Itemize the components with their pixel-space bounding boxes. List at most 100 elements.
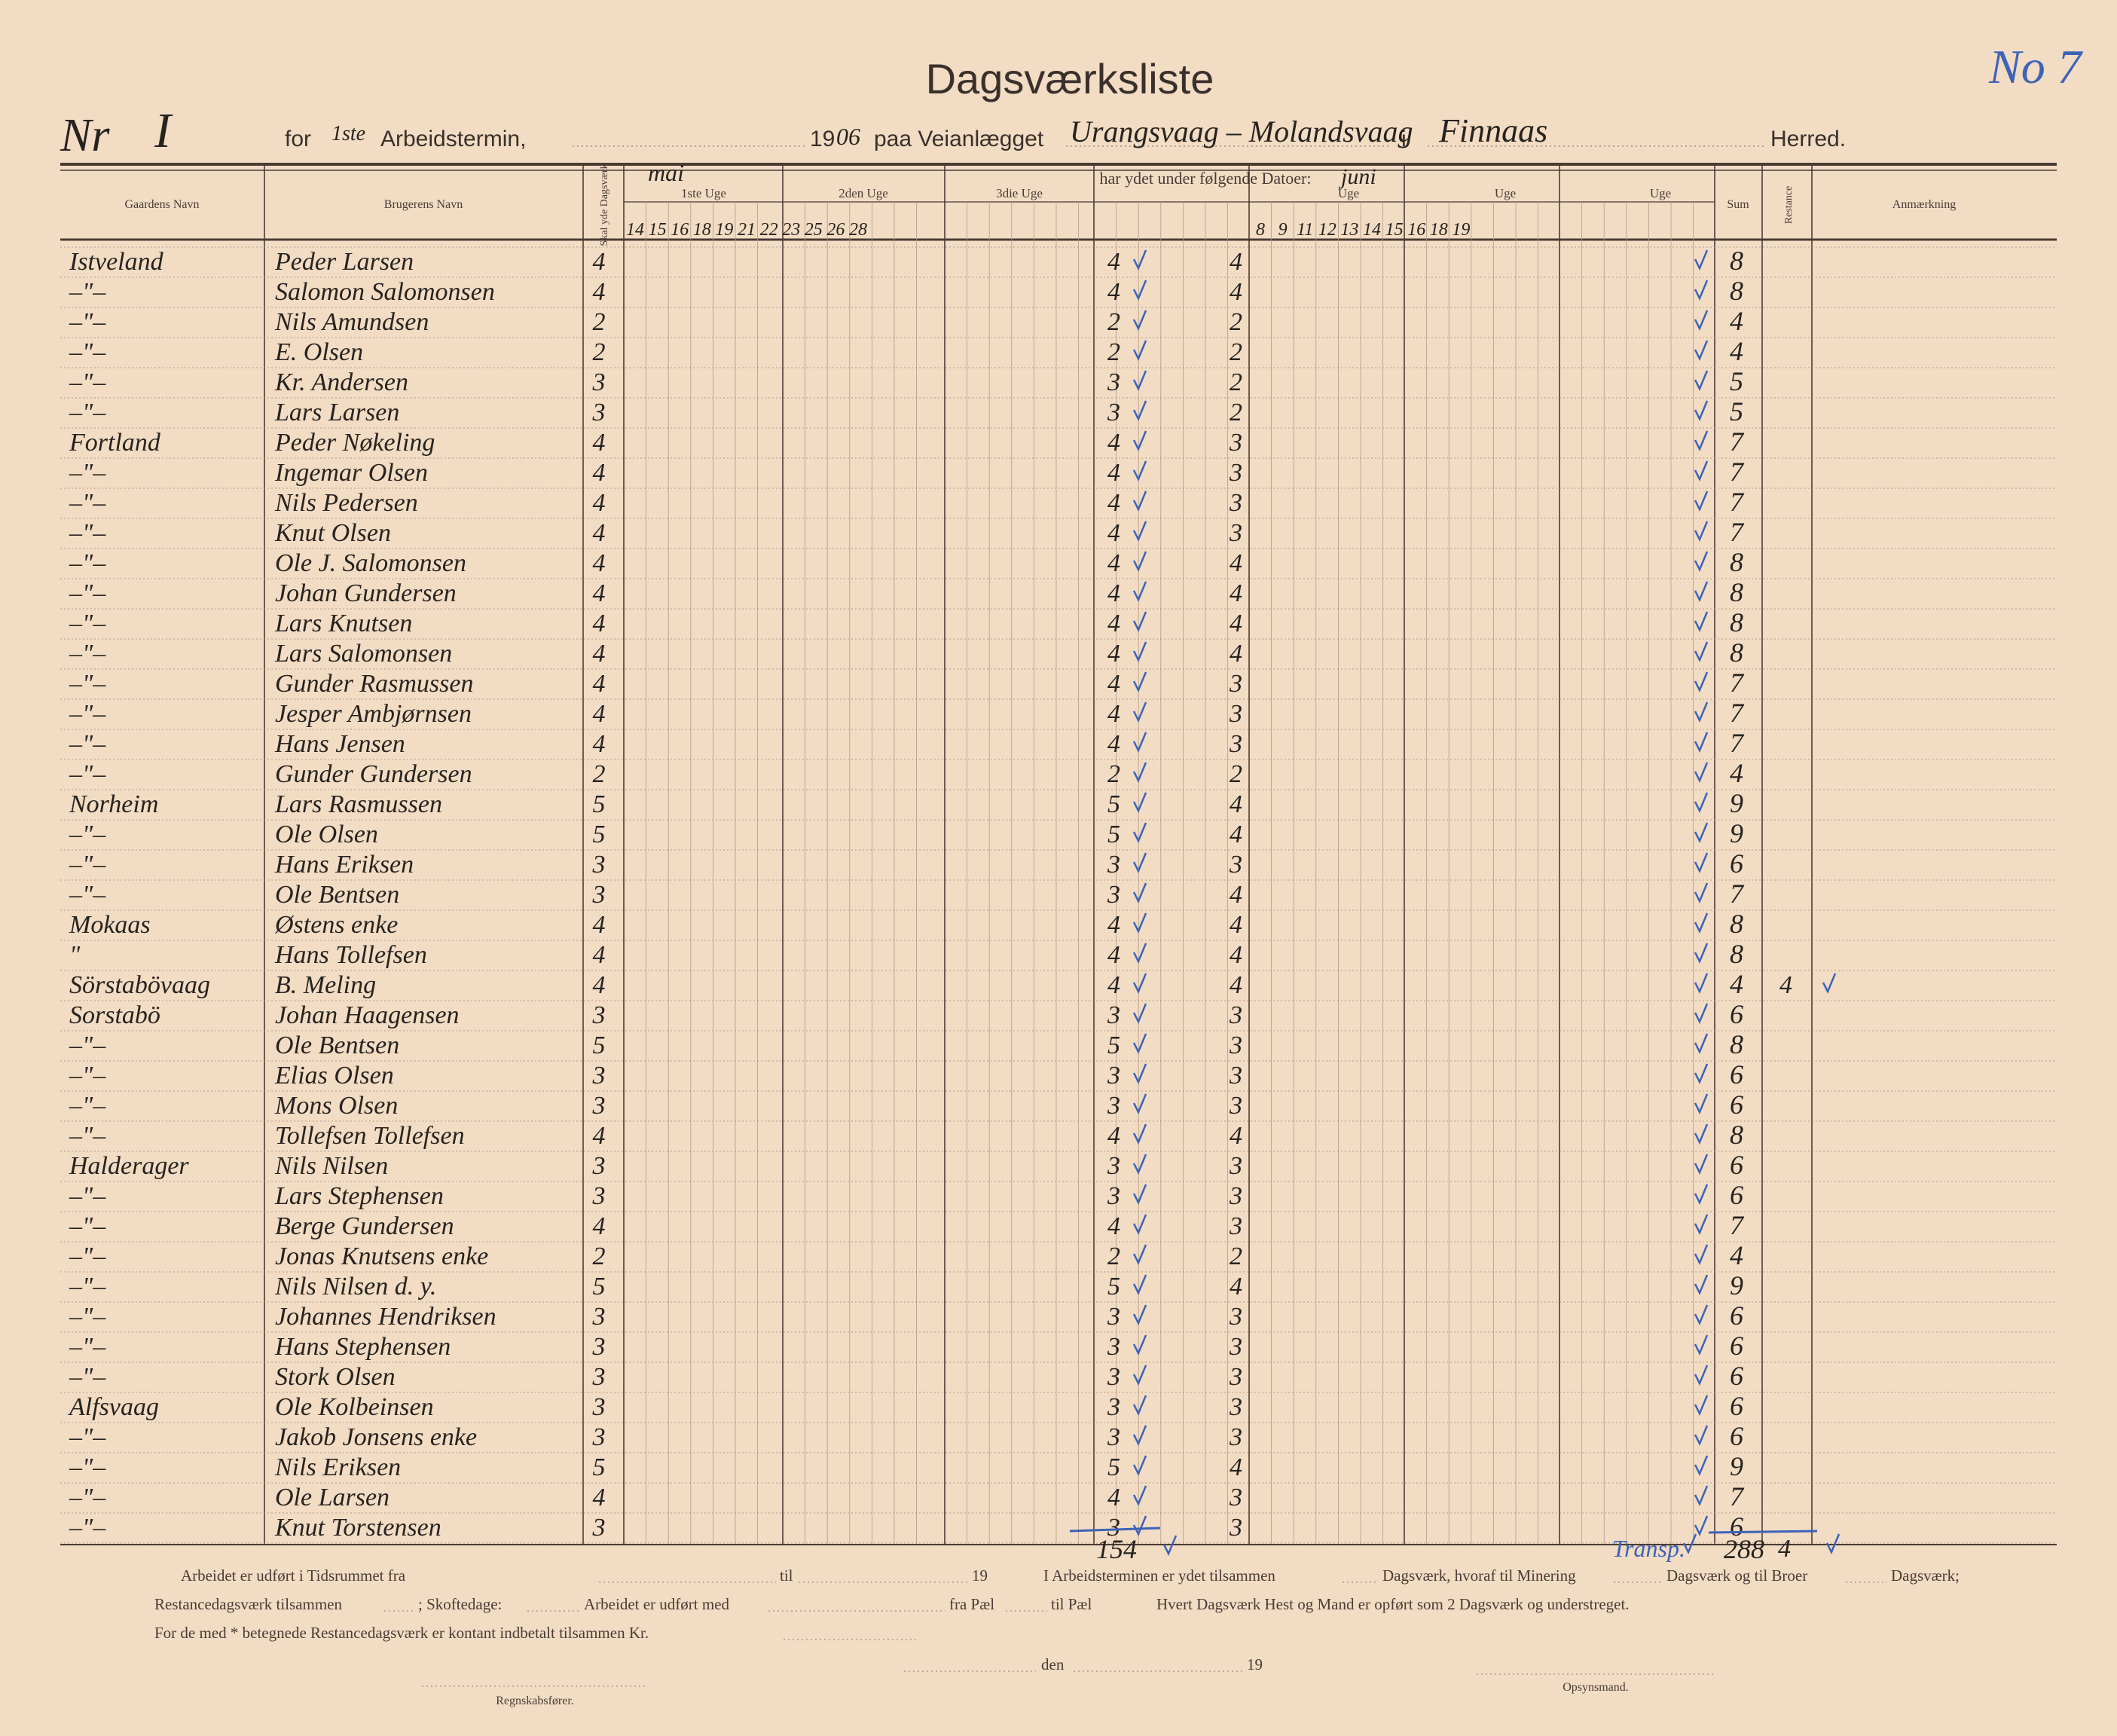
first-total: 3 [1107,1363,1120,1391]
check-mark [1694,430,1709,452]
first-total: 5 [1107,1453,1120,1481]
check-mark [1132,882,1147,904]
user-name: Lars Rasmussen [274,790,442,818]
sum: 5 [1730,396,1743,426]
termin-label: Arbeidstermin, [380,127,526,151]
sum: 6 [1730,1150,1743,1180]
farm-name: –"– [69,1182,106,1210]
first-total: 3 [1107,368,1120,396]
day-number: 16 [1407,220,1425,240]
check-mark [1132,460,1147,482]
check-mark [1132,1154,1147,1175]
farm-name: –"– [69,1423,106,1451]
user-name: Lars Stephensen [274,1182,444,1210]
farm-name: –"– [69,1092,106,1120]
day-number: 12 [1318,220,1336,240]
first-total: 2 [1107,338,1120,366]
first-total: 3 [1107,881,1120,909]
first-total: 4 [1107,911,1120,939]
second-total: 4 [1230,579,1242,607]
sum: 6 [1730,1511,1743,1542]
check-mark [1694,1515,1709,1537]
farm-name: Sorstabö [69,1001,160,1029]
first-total: 3 [1107,1393,1120,1421]
day-number: 14 [1363,220,1381,240]
user-name: Jesper Ambjørnsen [275,700,472,728]
second-total: 2 [1230,399,1242,426]
user-name: Berge Gundersen [275,1212,454,1240]
check-mark [1694,671,1709,693]
first-total: 5 [1107,1273,1120,1300]
sum: 7 [1730,487,1745,517]
farm-name: Halderager [69,1152,189,1180]
required: 4 [593,941,606,969]
second-total: 3 [1229,1484,1242,1511]
required: 4 [593,971,606,999]
second-total: 4 [1230,1122,1242,1150]
check-mark [1694,249,1709,271]
second-total: 3 [1229,489,1242,517]
sum: 6 [1730,999,1743,1029]
check-mark [1694,1123,1709,1145]
second-total: 3 [1229,1423,1242,1451]
column-header: Skal yde Dagsværk [599,164,610,246]
check-mark [1132,1033,1147,1055]
footer-text: Arbeidet er udført med [584,1595,730,1613]
check-mark [1162,1535,1178,1557]
user-name: Nils Pedersen [274,489,418,517]
user-name: Elias Olsen [274,1062,394,1090]
termin: 1ste [331,122,365,145]
sum: 6 [1730,1180,1743,1210]
first-total: 4 [1107,429,1120,457]
check-mark [1132,1274,1147,1296]
check-mark [1132,1395,1147,1417]
user-name: Hans Tollefsen [274,941,427,969]
total-sum: 288 [1724,1534,1764,1564]
first-total: 4 [1107,248,1120,276]
user-name: Salomon Salomonsen [275,278,495,306]
footer-text: ; Skoftedage: [418,1595,502,1613]
sum: 8 [1730,276,1743,306]
second-total: 4 [1230,881,1242,909]
farm-name: Istveland [69,248,164,276]
title: Dagsværksliste [926,55,1214,102]
day-number: 18 [693,220,711,240]
i-label: i [1401,127,1407,151]
total-underline [1069,1527,1161,1533]
required: 3 [592,1514,606,1542]
farm-name: –"– [69,368,106,396]
footer-text: Arbeidet er udført i Tidsrummet fra [181,1566,406,1585]
check-mark [1132,762,1147,784]
sum: 9 [1730,788,1743,818]
month: mai [648,159,684,186]
required: 3 [592,1001,606,1029]
check-mark [1132,792,1147,814]
user-name: Ole Larsen [275,1484,389,1511]
sum: 7 [1730,668,1745,698]
first-total: 5 [1107,821,1120,848]
first-total: 4 [1107,1122,1120,1150]
sum: 4 [1730,758,1743,788]
required: 3 [592,399,606,426]
required: 4 [593,278,606,306]
sum: 8 [1730,577,1743,607]
farm-name: –"– [69,760,106,788]
farm-name: –"– [69,821,106,848]
first-total: 2 [1107,1242,1120,1270]
required: 4 [593,640,606,668]
user-name: Gunder Rasmussen [275,670,473,698]
total-first: 154 [1096,1534,1137,1564]
second-total: 4 [1230,821,1242,848]
check-mark [1694,701,1709,723]
user-name: Johan Gundersen [275,579,457,607]
year-suffix: 06 [836,123,860,150]
check-mark [1694,1274,1709,1296]
user-name: Johannes Hendriksen [275,1303,496,1331]
day-number: 13 [1340,220,1358,240]
check-mark [1694,400,1709,422]
user-name: Knut Torstensen [274,1514,441,1542]
first-total: 3 [1107,1514,1120,1542]
farm-name: –"– [69,308,106,336]
footer-text: til [780,1566,793,1585]
footer-text: For de med * betegnede Restancedagsværk … [154,1624,649,1642]
